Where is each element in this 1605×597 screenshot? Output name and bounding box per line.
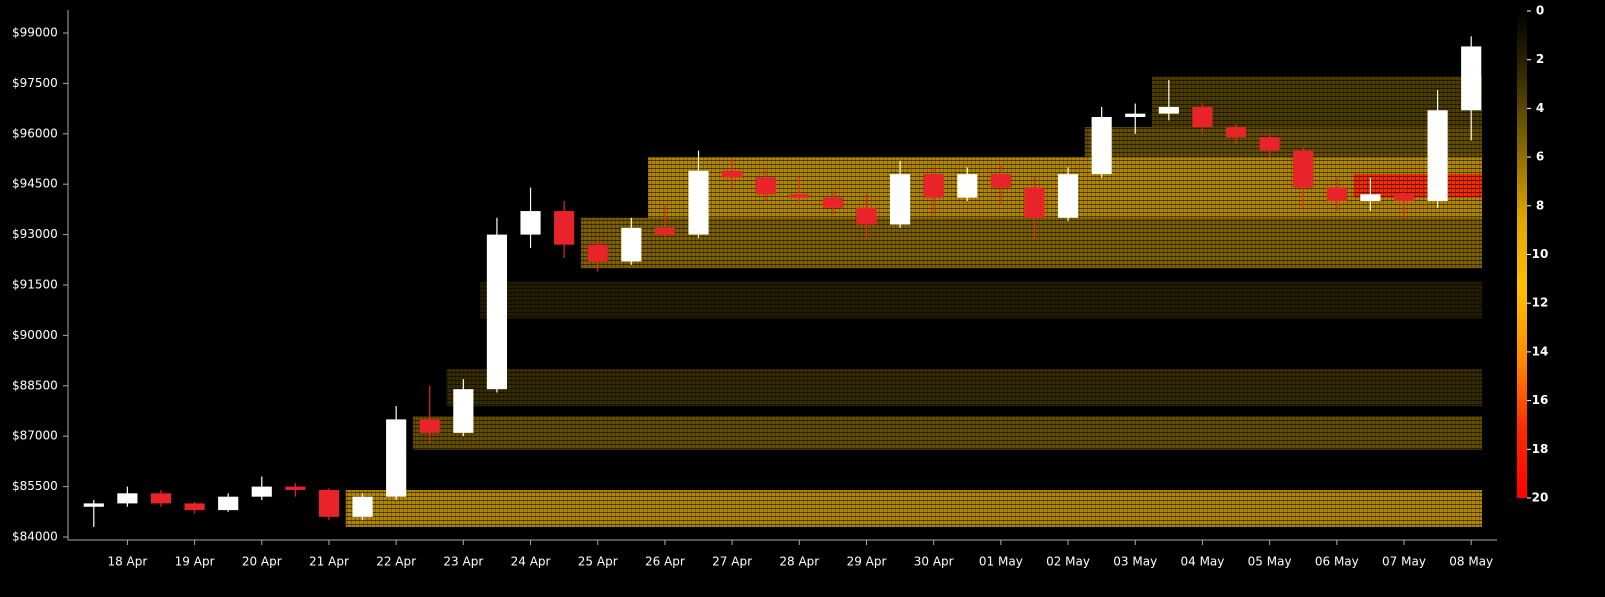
- x-tick-label: 04 May: [1180, 555, 1224, 569]
- x-tick-label: 03 May: [1113, 555, 1157, 569]
- colorbar-tick-label: 18: [1532, 442, 1549, 456]
- candle-body: [1427, 110, 1448, 201]
- x-tick-label: 24 Apr: [511, 555, 551, 569]
- colorbar-tick-label: 0: [1536, 4, 1544, 18]
- heatmap-texture: [480, 281, 1483, 319]
- candle-body: [318, 489, 340, 517]
- candle-body: [856, 207, 877, 225]
- candle-body: [923, 174, 944, 198]
- colorbar-tick-label: 8: [1536, 198, 1544, 212]
- candle-body: [419, 419, 440, 433]
- x-tick-label: 30 Apr: [914, 555, 954, 569]
- candle-body: [117, 493, 138, 504]
- y-tick-label: $96000: [12, 126, 58, 140]
- candle-body: [1158, 106, 1179, 114]
- candle-body: [1225, 127, 1247, 138]
- candle-body: [1192, 106, 1213, 128]
- candle-body: [83, 503, 104, 507]
- candle-body: [1461, 46, 1482, 111]
- colorbar-tick-label: 4: [1536, 101, 1544, 115]
- candle-body: [486, 234, 508, 390]
- candle-body: [890, 174, 911, 225]
- candle-body: [1393, 194, 1415, 201]
- candle-body: [654, 227, 675, 235]
- y-tick-label: $85500: [12, 479, 58, 493]
- x-tick-label: 20 Apr: [242, 555, 282, 569]
- x-tick-label: 26 Apr: [645, 555, 685, 569]
- x-tick-label: 06 May: [1315, 555, 1359, 569]
- colorbar: [1517, 11, 1527, 498]
- x-tick-label: 18 Apr: [107, 555, 147, 569]
- colorbar-tick-label: 2: [1536, 52, 1544, 66]
- candle-body: [722, 170, 743, 178]
- candle-body: [520, 211, 541, 235]
- candle-body: [1326, 187, 1347, 201]
- candle-body: [251, 486, 272, 497]
- x-tick-label: 23 Apr: [443, 555, 483, 569]
- candle-body: [386, 419, 407, 497]
- x-tick-label: 25 Apr: [578, 555, 618, 569]
- x-tick-label: 29 Apr: [847, 555, 887, 569]
- y-tick-label: $87000: [12, 429, 58, 443]
- candle-body: [621, 227, 642, 262]
- colorbar-tick-label: 16: [1532, 393, 1549, 407]
- heatmap-texture: [580, 217, 1482, 269]
- candle-body: [1360, 194, 1381, 201]
- x-tick-label: 08 May: [1449, 555, 1493, 569]
- colorbar-tick-label: 10: [1532, 247, 1549, 261]
- colorbar-tick-label: 6: [1536, 150, 1544, 164]
- candle-body: [453, 389, 474, 433]
- colorbar-tick-label: 14: [1532, 344, 1549, 358]
- x-tick-label: 01 May: [979, 555, 1023, 569]
- x-tick-label: 28 Apr: [779, 555, 819, 569]
- candle-body: [587, 244, 608, 262]
- candle-body: [1125, 113, 1146, 117]
- candle-body: [957, 174, 978, 198]
- candle-body: [990, 174, 1011, 188]
- y-tick-label: $97500: [12, 76, 58, 90]
- y-tick-label: $84000: [12, 530, 58, 544]
- candle-body: [789, 194, 810, 198]
- candle-body: [688, 170, 709, 235]
- candle-body: [554, 211, 575, 245]
- y-tick-label: $99000: [12, 26, 58, 40]
- candle-body: [1091, 117, 1112, 175]
- candle-body: [755, 177, 776, 195]
- candle-body: [285, 486, 306, 490]
- candle-body: [1024, 187, 1045, 218]
- candle-body: [352, 496, 373, 517]
- heatmap-texture: [446, 369, 1482, 406]
- y-tick-label: $88500: [12, 378, 58, 392]
- heatmap-texture: [412, 416, 1482, 450]
- candle-body: [150, 493, 172, 504]
- x-tick-label: 07 May: [1382, 555, 1426, 569]
- x-tick-label: 22 Apr: [376, 555, 416, 569]
- y-tick-label: $91500: [12, 278, 58, 292]
- candle-body: [218, 496, 239, 511]
- y-tick-label: $94500: [12, 177, 58, 191]
- colorbar-tick-label: 12: [1532, 296, 1549, 310]
- heatmap-texture: [1084, 127, 1482, 158]
- candle-body: [1259, 137, 1280, 151]
- heatmap-texture: [1353, 174, 1482, 198]
- candle-body: [1057, 174, 1079, 218]
- heatmap-texture: [345, 489, 1482, 527]
- x-tick-label: 05 May: [1248, 555, 1292, 569]
- x-tick-label: 21 Apr: [309, 555, 349, 569]
- candle-body: [822, 197, 843, 208]
- candle-body: [1293, 150, 1314, 188]
- candle-body: [184, 503, 205, 511]
- y-tick-label: $90000: [12, 328, 58, 342]
- y-tick-label: $93000: [12, 227, 58, 241]
- colorbar-tick-label: 20: [1532, 491, 1549, 505]
- x-tick-label: 27 Apr: [712, 555, 752, 569]
- x-tick-label: 19 Apr: [175, 555, 215, 569]
- x-tick-label: 02 May: [1046, 555, 1090, 569]
